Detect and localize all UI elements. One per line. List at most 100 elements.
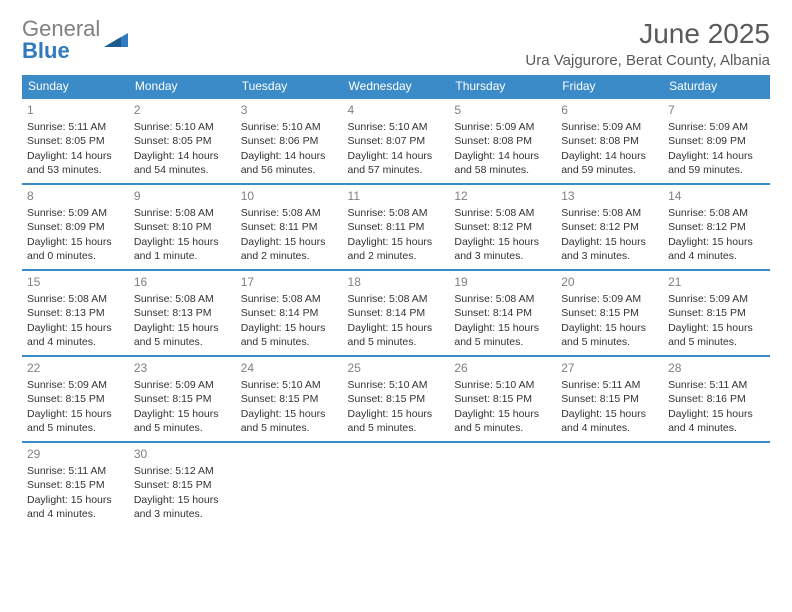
weekday-header: Monday: [129, 75, 236, 98]
day-number: 16: [134, 274, 231, 290]
calendar-day-cell: 25Sunrise: 5:10 AMSunset: 8:15 PMDayligh…: [343, 356, 450, 442]
day-info-line: and 5 minutes.: [27, 421, 124, 435]
day-info-line: Daylight: 14 hours: [561, 149, 658, 163]
day-number: 21: [668, 274, 765, 290]
day-number: 4: [348, 102, 445, 118]
day-info-line: Sunset: 8:12 PM: [668, 220, 765, 234]
day-info-line: and 4 minutes.: [668, 249, 765, 263]
day-info-line: Sunrise: 5:09 AM: [134, 378, 231, 392]
day-info-line: Daylight: 15 hours: [348, 235, 445, 249]
day-info-line: Daylight: 14 hours: [454, 149, 551, 163]
day-info-line: and 59 minutes.: [561, 163, 658, 177]
calendar-day-cell: 19Sunrise: 5:08 AMSunset: 8:14 PMDayligh…: [449, 270, 556, 356]
day-info-line: Sunset: 8:15 PM: [561, 392, 658, 406]
day-info-line: Sunset: 8:05 PM: [27, 134, 124, 148]
day-info-line: Daylight: 15 hours: [668, 235, 765, 249]
calendar-day-cell: 10Sunrise: 5:08 AMSunset: 8:11 PMDayligh…: [236, 184, 343, 270]
day-info-line: Sunrise: 5:09 AM: [668, 292, 765, 306]
calendar-week-row: 15Sunrise: 5:08 AMSunset: 8:13 PMDayligh…: [22, 270, 770, 356]
title-block: June 2025 Ura Vajgurore, Berat County, A…: [525, 18, 770, 69]
day-info-line: Daylight: 15 hours: [668, 321, 765, 335]
day-info-line: Daylight: 15 hours: [561, 321, 658, 335]
day-info-line: Sunrise: 5:09 AM: [561, 292, 658, 306]
day-info-line: and 3 minutes.: [561, 249, 658, 263]
day-number: 17: [241, 274, 338, 290]
day-info-line: Daylight: 15 hours: [134, 493, 231, 507]
day-info-line: Sunrise: 5:10 AM: [241, 120, 338, 134]
day-info-line: Daylight: 15 hours: [561, 235, 658, 249]
day-info-line: Sunset: 8:10 PM: [134, 220, 231, 234]
day-info-line: Daylight: 15 hours: [134, 235, 231, 249]
calendar-day-cell: 1Sunrise: 5:11 AMSunset: 8:05 PMDaylight…: [22, 98, 129, 184]
calendar-day-cell: 11Sunrise: 5:08 AMSunset: 8:11 PMDayligh…: [343, 184, 450, 270]
calendar-day-cell: 6Sunrise: 5:09 AMSunset: 8:08 PMDaylight…: [556, 98, 663, 184]
day-info-line: Sunrise: 5:08 AM: [27, 292, 124, 306]
day-number: 24: [241, 360, 338, 376]
day-info-line: Sunset: 8:09 PM: [668, 134, 765, 148]
calendar-day-cell: 30Sunrise: 5:12 AMSunset: 8:15 PMDayligh…: [129, 442, 236, 528]
calendar-body: 1Sunrise: 5:11 AMSunset: 8:05 PMDaylight…: [22, 98, 770, 528]
day-info-line: Daylight: 14 hours: [134, 149, 231, 163]
calendar-day-cell: 12Sunrise: 5:08 AMSunset: 8:12 PMDayligh…: [449, 184, 556, 270]
day-info-line: Daylight: 15 hours: [134, 321, 231, 335]
day-info-line: Sunset: 8:14 PM: [454, 306, 551, 320]
day-info-line: Sunset: 8:11 PM: [241, 220, 338, 234]
calendar-day-cell: 24 Sunrise: 5:10 AMSunset: 8:15 PMDayligh…: [236, 356, 343, 442]
day-number: 3: [241, 102, 338, 118]
day-info-line: Daylight: 15 hours: [668, 407, 765, 421]
day-info-line: Sunset: 8:15 PM: [241, 392, 338, 406]
day-info-line: Sunset: 8:12 PM: [454, 220, 551, 234]
calendar-empty-cell: [556, 442, 663, 528]
calendar-day-cell: 22Sunrise: 5:09 AMSunset: 8:15 PMDayligh…: [22, 356, 129, 442]
day-info-line: Daylight: 15 hours: [348, 321, 445, 335]
day-info-line: Sunset: 8:14 PM: [348, 306, 445, 320]
calendar-day-cell: 2Sunrise: 5:10 AMSunset: 8:05 PMDaylight…: [129, 98, 236, 184]
day-info-line: Daylight: 15 hours: [27, 407, 124, 421]
day-info-line: Sunrise: 5:10 AM: [454, 378, 551, 392]
day-info-line: and 5 minutes.: [241, 421, 338, 435]
day-info-line: and 2 minutes.: [241, 249, 338, 263]
month-title: June 2025: [525, 18, 770, 50]
day-info-line: Daylight: 15 hours: [241, 407, 338, 421]
day-info-line: Sunrise: 5:10 AM: [241, 378, 338, 392]
day-info-line: Sunset: 8:08 PM: [454, 134, 551, 148]
day-number: 14: [668, 188, 765, 204]
day-number: 30: [134, 446, 231, 462]
day-info-line: Sunrise: 5:08 AM: [348, 206, 445, 220]
day-info-line: Sunrise: 5:08 AM: [241, 292, 338, 306]
calendar-empty-cell: [663, 442, 770, 528]
day-info-line: Daylight: 14 hours: [668, 149, 765, 163]
day-info-line: and 2 minutes.: [348, 249, 445, 263]
day-number: 18: [348, 274, 445, 290]
day-info-line: Sunrise: 5:10 AM: [134, 120, 231, 134]
day-info-line: Sunrise: 5:08 AM: [348, 292, 445, 306]
day-number: 28: [668, 360, 765, 376]
location-label: Ura Vajgurore, Berat County, Albania: [525, 52, 770, 69]
calendar-day-cell: 23Sunrise: 5:09 AMSunset: 8:15 PMDayligh…: [129, 356, 236, 442]
day-info-line: Daylight: 15 hours: [561, 407, 658, 421]
day-info-line: and 5 minutes.: [134, 421, 231, 435]
day-info-line: Sunset: 8:15 PM: [27, 392, 124, 406]
day-info-line: Sunset: 8:13 PM: [27, 306, 124, 320]
calendar-day-cell: 9Sunrise: 5:08 AMSunset: 8:10 PMDaylight…: [129, 184, 236, 270]
day-info-line: Sunrise: 5:09 AM: [561, 120, 658, 134]
day-number: 6: [561, 102, 658, 118]
day-info-line: and 54 minutes.: [134, 163, 231, 177]
day-info-line: Sunrise: 5:10 AM: [348, 378, 445, 392]
day-info-line: Sunrise: 5:11 AM: [27, 464, 124, 478]
calendar-day-cell: 17Sunrise: 5:08 AMSunset: 8:14 PMDayligh…: [236, 270, 343, 356]
day-info-line: and 5 minutes.: [454, 335, 551, 349]
calendar-day-cell: 28Sunrise: 5:11 AMSunset: 8:16 PMDayligh…: [663, 356, 770, 442]
calendar-day-cell: 20Sunrise: 5:09 AMSunset: 8:15 PMDayligh…: [556, 270, 663, 356]
weekday-header: Tuesday: [236, 75, 343, 98]
day-number: 10: [241, 188, 338, 204]
weekday-header: Friday: [556, 75, 663, 98]
day-info-line: Sunset: 8:07 PM: [348, 134, 445, 148]
calendar-day-cell: 14Sunrise: 5:08 AMSunset: 8:12 PMDayligh…: [663, 184, 770, 270]
day-info-line: Sunset: 8:15 PM: [348, 392, 445, 406]
logo-triangle-icon: [104, 33, 128, 47]
calendar-page: General Blue June 2025 Ura Vajgurore, Be…: [0, 0, 792, 546]
day-info-line: Sunrise: 5:09 AM: [668, 120, 765, 134]
calendar-day-cell: 3Sunrise: 5:10 AMSunset: 8:06 PMDaylight…: [236, 98, 343, 184]
day-info-line: Sunrise: 5:08 AM: [561, 206, 658, 220]
